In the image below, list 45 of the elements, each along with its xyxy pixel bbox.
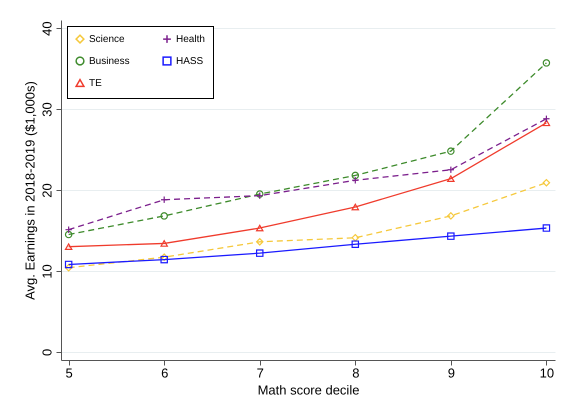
x-tick-label: 6 [161, 366, 168, 380]
point [64, 226, 72, 234]
y-tick-label: 30 [40, 102, 54, 117]
point [352, 240, 360, 248]
y-tick-label: 0 [40, 348, 54, 356]
point [160, 240, 168, 247]
point [160, 212, 168, 220]
point [64, 243, 72, 250]
point [64, 260, 72, 268]
y-axis-title: Avg. Earnings in 2018-2019 ($1,000s) [22, 81, 38, 300]
point [447, 166, 455, 174]
point [256, 249, 264, 257]
x-axis-title: Math score decile [258, 382, 360, 398]
point [160, 196, 168, 204]
legend-label: TE [89, 78, 102, 89]
point [542, 59, 550, 67]
legend-label: HASS [176, 56, 204, 67]
x-tick-label: 5 [66, 366, 73, 380]
x-tick-label: 9 [448, 366, 455, 380]
point [352, 234, 360, 242]
point [256, 238, 264, 246]
x-tick-label: 7 [256, 366, 264, 380]
y-tick-label: 20 [40, 183, 54, 198]
point [542, 115, 550, 123]
point [447, 175, 455, 182]
point [542, 119, 550, 126]
point [352, 172, 360, 180]
point [542, 224, 550, 232]
y-tick-label: 40 [40, 21, 54, 36]
point [447, 147, 455, 155]
point [64, 230, 72, 238]
point [447, 232, 455, 240]
point [352, 176, 360, 184]
legend-label: Business [89, 56, 130, 67]
point [352, 204, 360, 210]
point [64, 264, 72, 272]
point [160, 256, 168, 264]
legend-label: Science [89, 34, 126, 46]
point [542, 178, 550, 186]
x-tick-label: 8 [352, 366, 360, 380]
legend-label: Health [176, 34, 205, 46]
x-tick-label: 10 [540, 366, 554, 380]
point [447, 212, 455, 220]
y-tick-label: 10 [40, 264, 54, 279]
point [256, 224, 264, 232]
